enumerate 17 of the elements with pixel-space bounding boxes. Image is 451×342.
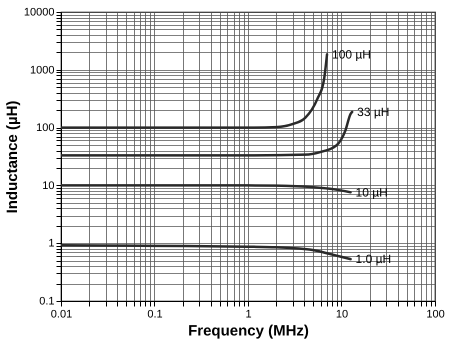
y-tick-label: 1000 xyxy=(30,64,54,76)
x-tick-label: 1 xyxy=(245,308,252,320)
y-tick-label: 10 xyxy=(42,180,54,192)
y-axis-title: Inductance (µH) xyxy=(4,100,21,214)
y-tick-label: 0.1 xyxy=(39,296,54,308)
x-tick-label: 0.01 xyxy=(50,308,72,320)
x-axis-title: Frequency (MHz) xyxy=(188,322,309,340)
y-tick-label: 10000 xyxy=(24,6,54,18)
x-tick-label: 0.1 xyxy=(147,308,163,320)
annotation: 100 µH xyxy=(332,47,371,62)
annotation: 10 µH xyxy=(356,185,388,200)
annotation: 1.0 µH xyxy=(356,252,392,266)
x-tick-label: 10 xyxy=(336,308,348,320)
y-tick-label: 100 xyxy=(36,122,54,134)
y-tick-label: 1 xyxy=(48,238,54,250)
annotation: 33 µH xyxy=(357,104,390,119)
x-tick-label: 100 xyxy=(426,308,445,320)
